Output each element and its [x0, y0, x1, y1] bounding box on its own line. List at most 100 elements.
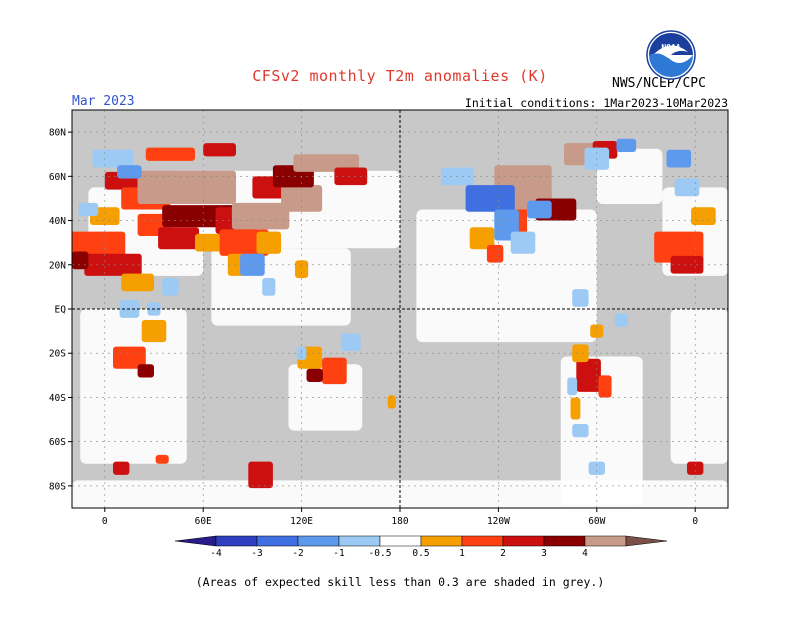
colorbar-segment [174, 535, 217, 547]
anomaly-cell [117, 165, 142, 179]
lat-tick-label: 60S [49, 437, 66, 448]
anomaly-cell [92, 149, 134, 168]
colorbar-segment [379, 535, 422, 547]
colorbar-label: 4 [582, 548, 588, 559]
anomaly-cell [588, 461, 605, 475]
anomaly-cell [137, 364, 154, 378]
anomaly-cell [145, 147, 195, 161]
colorbar-label: -2 [292, 548, 303, 559]
anomaly-cell [141, 320, 167, 343]
anomaly-cell [510, 231, 536, 254]
anomaly-cell [155, 454, 169, 464]
lat-tick-label: 60N [49, 172, 66, 183]
anomaly-cell [387, 395, 396, 409]
anomaly-cell [203, 143, 236, 157]
anomaly-cell [567, 377, 578, 396]
lat-tick-label: EQ [55, 305, 67, 316]
anomaly-cell [262, 278, 276, 296]
land-region [560, 356, 643, 505]
noaa-logo-icon: NOAA [646, 30, 696, 80]
anomaly-cell [231, 202, 290, 230]
anomaly-cell [486, 244, 504, 263]
lat-tick-label: 40S [49, 393, 66, 404]
colorbar-label: -3 [251, 548, 262, 559]
colorbar-segment [543, 535, 586, 547]
land-region [416, 209, 597, 343]
anomaly-cell [121, 273, 154, 292]
lat-tick-label: 40N [49, 216, 66, 227]
lon-tick-label: 0 [692, 516, 698, 527]
forecast-month: Mar 2023 [72, 94, 135, 109]
anomaly-cell [248, 461, 273, 489]
colorbar-segment [215, 535, 258, 547]
colorbar-label: 2 [500, 548, 506, 559]
anomaly-cell [72, 251, 89, 270]
anomaly-cell [687, 461, 704, 475]
chart-title: CFSv2 monthly T2m anomalies (K) [252, 67, 548, 85]
anomaly-cell [256, 231, 282, 254]
colorbar-segment [502, 535, 545, 547]
skill-footnote: (Areas of expected skill less than 0.3 a… [195, 575, 605, 589]
colorbar-label: -4 [210, 548, 222, 559]
colorbar-segment [297, 535, 340, 547]
lat-tick-label: 20S [49, 349, 66, 360]
land-region [596, 148, 663, 204]
colorbar-segment [461, 535, 504, 547]
noaa-logo-text: NOAA [661, 43, 680, 52]
colorbar-segment [256, 535, 299, 547]
colorbar-segment [625, 535, 668, 547]
anomaly-cell [572, 344, 589, 363]
anomaly-cell [598, 375, 612, 398]
lon-tick-label: 120E [290, 516, 313, 527]
anomaly-cell [691, 207, 716, 225]
colorbar-segment [420, 535, 463, 547]
lat-tick-label: 20N [49, 260, 66, 271]
colorbar-label: 1 [459, 548, 465, 559]
anomaly-cell [469, 227, 495, 250]
anomaly-cell [281, 185, 323, 212]
anomaly-cell [527, 200, 552, 219]
lat-tick-label: 80N [49, 128, 66, 139]
anomaly-cell [590, 324, 604, 338]
lon-tick-label: 180 [391, 516, 408, 527]
anomaly-cell [322, 357, 347, 385]
anomaly-cell [78, 202, 99, 217]
lon-tick-label: 120W [487, 516, 510, 527]
lon-tick-label: 0 [102, 516, 108, 527]
lat-tick-label: 80S [49, 481, 66, 492]
anomaly-cell [674, 178, 700, 197]
anomaly-cell [465, 185, 515, 212]
colorbar-segment [338, 535, 381, 547]
anomaly-cell [570, 397, 581, 420]
anomaly-cell [162, 278, 179, 296]
land-region [670, 309, 728, 464]
anomaly-cell [576, 358, 601, 392]
land-region [80, 309, 187, 464]
lon-tick-label: 60W [588, 516, 605, 527]
colorbar-label: 0.5 [412, 548, 429, 559]
colorbar-label: -0.5 [369, 548, 392, 559]
anomaly-cell [84, 253, 142, 276]
land-region [72, 480, 728, 508]
lon-tick-label: 60E [195, 516, 212, 527]
initial-conditions: Initial conditions: 1Mar2023-10Mar2023 [464, 96, 728, 110]
anomaly-cell [572, 423, 589, 438]
anomaly-cell [158, 227, 200, 250]
anomaly-cell [654, 231, 704, 263]
anomaly-cell [670, 255, 704, 274]
anomaly-cell [137, 170, 236, 204]
anomaly-cell [113, 461, 130, 475]
anomaly-cell [295, 260, 309, 279]
colorbar: -4 -3 -2 -1 -0.5 0.5 1 2 3 4 [174, 535, 668, 559]
anomaly-cell [614, 313, 628, 327]
colorbar-label: -1 [333, 548, 345, 559]
colorbar-label: 3 [541, 548, 547, 559]
anomaly-cell [340, 333, 361, 352]
agency-label: NWS/NCEP/CPC [612, 76, 706, 91]
anomaly-cell [666, 149, 692, 168]
anomaly-cell [616, 138, 637, 153]
colorbar-segment [584, 535, 627, 547]
anomaly-cell [334, 167, 368, 186]
anomaly-cell [306, 368, 323, 382]
